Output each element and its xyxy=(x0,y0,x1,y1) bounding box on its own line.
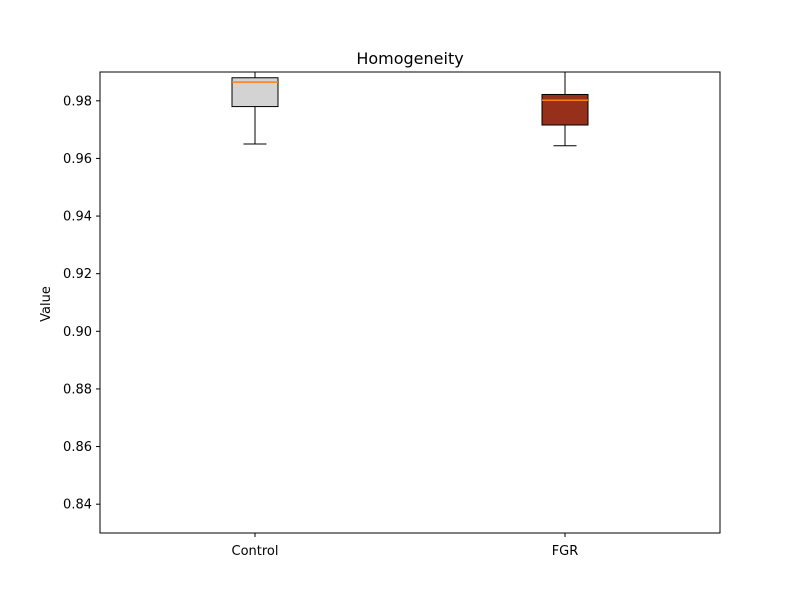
x-tick-label: Control xyxy=(232,544,279,559)
y-tick-label: 0.86 xyxy=(63,440,92,455)
y-tick-label: 0.92 xyxy=(63,267,92,282)
y-axis-label: Value xyxy=(39,286,54,322)
box-iqr xyxy=(541,93,589,126)
y-tick-label: 0.96 xyxy=(63,152,92,167)
chart-title: Homogeneity xyxy=(356,49,463,68)
plot-frame xyxy=(99,71,721,534)
box-control xyxy=(231,72,279,145)
axes-layer: 0.84 0.86 0.88 0.90 0.92 0.94 0.96 0.98 Control F… xyxy=(63,94,578,559)
y-tick-label: 0.90 xyxy=(63,325,92,340)
y-tick-label: 0.94 xyxy=(63,210,92,225)
box-fgr xyxy=(541,72,589,147)
boxes-layer xyxy=(231,72,589,147)
y-tick-label: 0.98 xyxy=(63,94,92,109)
y-tick-label: 0.88 xyxy=(63,382,92,397)
y-tick-label: 0.84 xyxy=(63,498,92,513)
x-tick-label: FGR xyxy=(552,544,579,559)
